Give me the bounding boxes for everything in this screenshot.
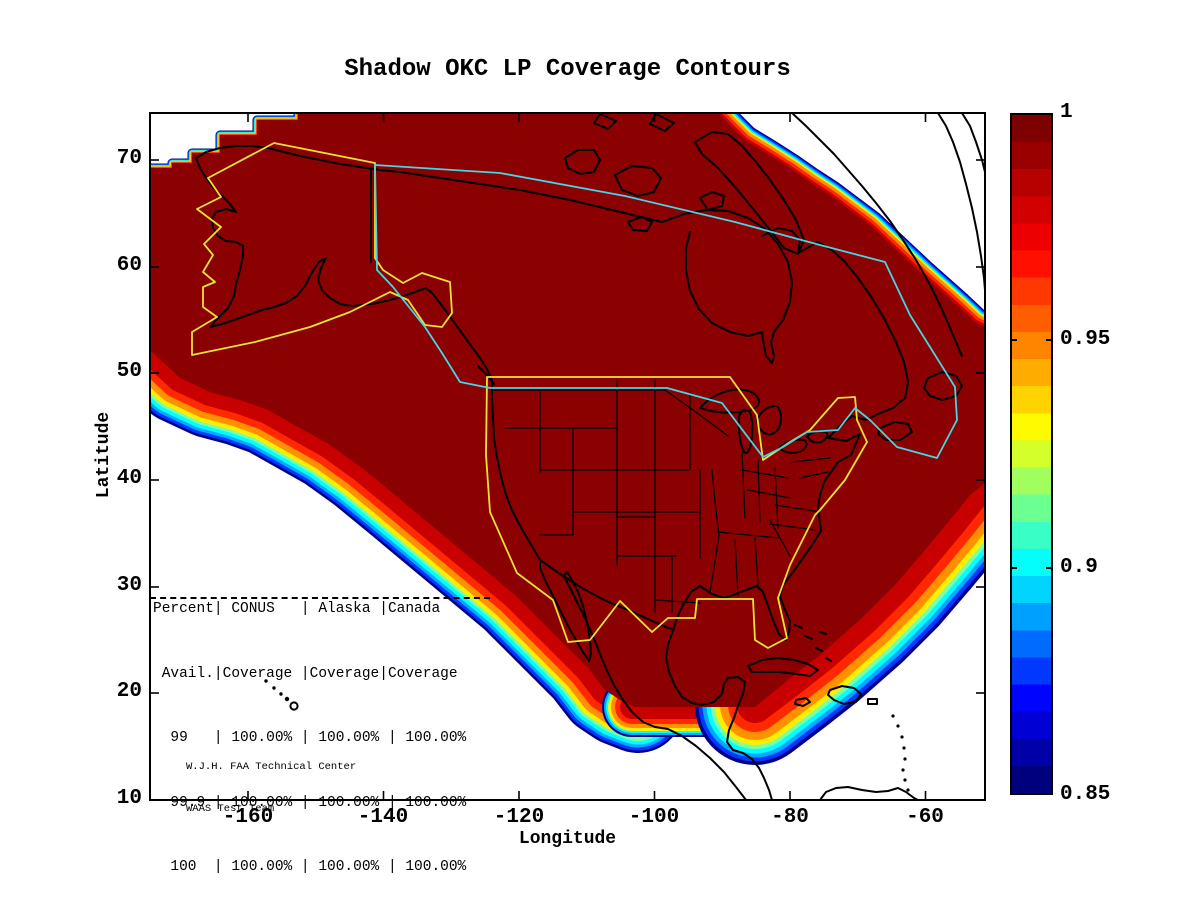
coastlines bbox=[195, 113, 985, 800]
alaska-boundary bbox=[191, 142, 453, 356]
colorbar-label-1: 1 bbox=[1060, 101, 1073, 124]
table-header-row2: Avail.|Coverage |Coverage|Coverage bbox=[153, 665, 458, 682]
coverage-region bbox=[150, 113, 985, 707]
plot-title: Shadow OKC LP Coverage Contours bbox=[344, 56, 791, 83]
availability-table: Percent| CONUS | Alaska |Canada Avail.|C… bbox=[153, 556, 466, 900]
credit-line1: W.J.H. FAA Technical Center bbox=[186, 761, 357, 773]
cuba bbox=[747, 657, 819, 677]
colorbar-tick-095-left bbox=[1010, 339, 1017, 341]
colorbar-tick-09-left bbox=[1010, 567, 1017, 569]
coastline-west bbox=[195, 145, 747, 800]
yaxis-label: Latitude bbox=[94, 411, 114, 499]
axis-ticks bbox=[150, 113, 985, 800]
credit-block: W.J.H. FAA Technical Center WAAS Test Te… bbox=[186, 732, 356, 844]
xtick-n120: -120 bbox=[493, 806, 545, 829]
xtick-n140: -140 bbox=[357, 806, 409, 829]
colorbar-label-09: 0.9 bbox=[1060, 556, 1098, 579]
hudson-bay bbox=[661, 209, 793, 364]
ytick-10: 10 bbox=[116, 787, 142, 810]
xtick-n100: -100 bbox=[628, 806, 680, 829]
hispaniola bbox=[827, 685, 862, 705]
ytick-60: 60 bbox=[116, 254, 142, 277]
ytick-30: 30 bbox=[116, 574, 142, 597]
xtick-n160: -160 bbox=[222, 806, 274, 829]
map-contents bbox=[150, 113, 985, 800]
colorbar-label-095: 0.95 bbox=[1060, 328, 1111, 351]
ytick-40: 40 bbox=[116, 467, 142, 490]
conus-boundary bbox=[485, 376, 868, 649]
jamaica bbox=[794, 697, 811, 707]
nova-scotia bbox=[877, 421, 913, 441]
xtick-n60: -60 bbox=[906, 806, 944, 829]
table-row-99: 99 | 100.00% | 100.00% | 100.00% bbox=[153, 730, 467, 746]
credit-line2: WAAS Test Team bbox=[186, 803, 275, 815]
canada-boundary bbox=[374, 164, 958, 459]
greenland-coast bbox=[937, 113, 985, 291]
puerto-rico bbox=[867, 698, 878, 705]
state-borders bbox=[491, 379, 831, 613]
vancouver-island bbox=[477, 365, 495, 385]
baffin-east-coast bbox=[791, 113, 963, 357]
colorbar bbox=[1010, 113, 1053, 795]
table-row-999: 99.9 | 100.00% | 100.00% | 100.00% bbox=[153, 794, 467, 811]
colorbar-label-085: 0.85 bbox=[1060, 783, 1111, 806]
hawaii-islands bbox=[264, 679, 299, 711]
ytick-20: 20 bbox=[116, 680, 142, 703]
coastline-east bbox=[665, 241, 909, 800]
xtick-n80: -80 bbox=[771, 806, 809, 829]
bahamas bbox=[794, 624, 832, 662]
plot-frame bbox=[149, 112, 986, 801]
south-america-coast bbox=[819, 786, 919, 800]
xaxis-label: Longitude bbox=[518, 829, 617, 849]
table-divider bbox=[150, 597, 490, 599]
ytick-70: 70 bbox=[116, 147, 142, 170]
lesser-antilles bbox=[891, 714, 910, 792]
table-header-row1: Percent| CONUS | Alaska |Canada bbox=[153, 601, 441, 617]
table-row-100: 100 | 100.00% | 100.00% | 100.00% bbox=[153, 859, 467, 875]
colorbar-tick-09-right bbox=[1046, 567, 1053, 569]
colorbar-tick-095-right bbox=[1046, 339, 1053, 341]
labrador-coast bbox=[761, 227, 801, 253]
ytick-50: 50 bbox=[116, 360, 142, 383]
